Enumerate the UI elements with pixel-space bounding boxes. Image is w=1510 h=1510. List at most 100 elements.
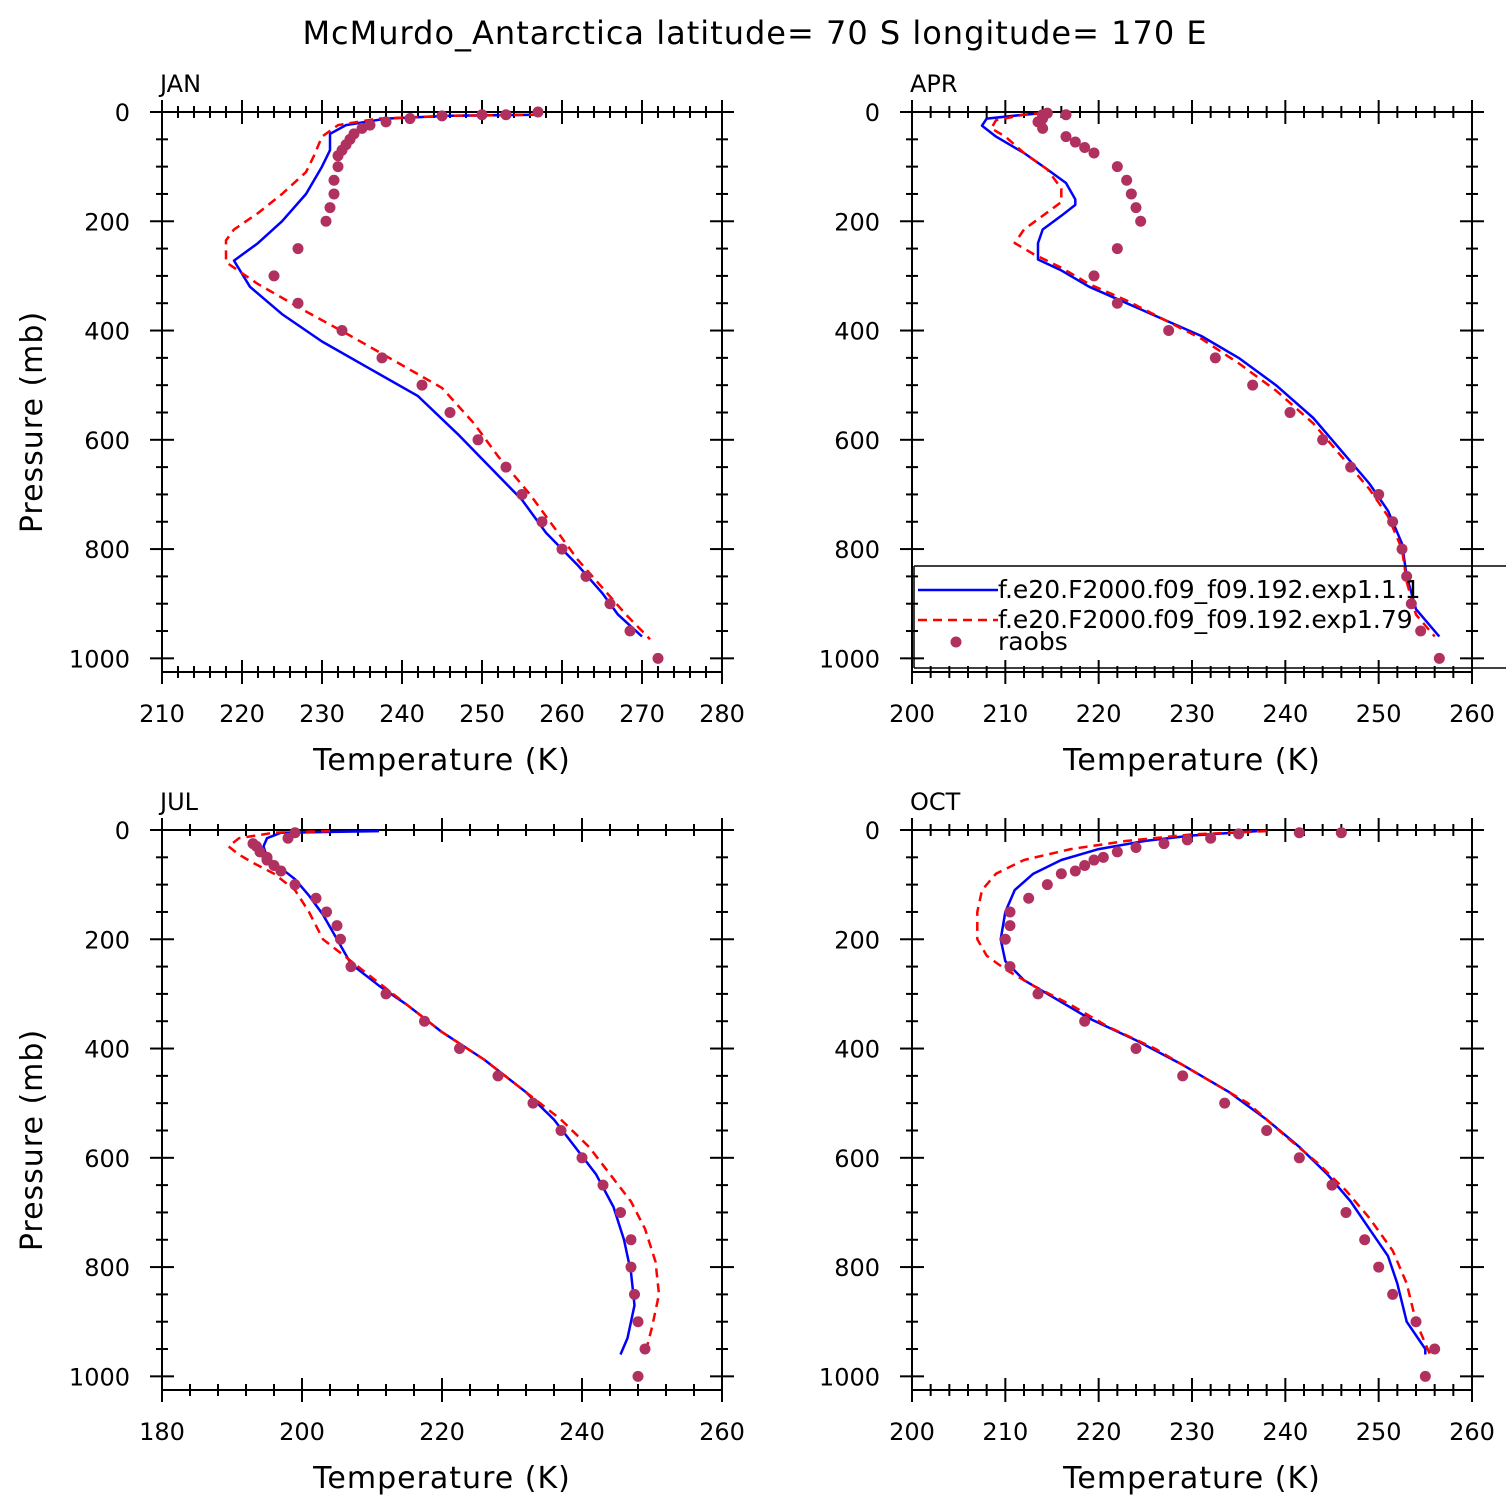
y-tick-label: 800 xyxy=(84,1254,130,1282)
panel-title: JUL xyxy=(158,788,199,816)
y-tick-label: 200 xyxy=(84,926,130,954)
x-tick-label: 260 xyxy=(1449,700,1495,728)
y-tick-label: 1000 xyxy=(69,645,130,673)
raobs-point xyxy=(624,625,636,637)
x-tick-label: 230 xyxy=(1169,700,1215,728)
raobs-point xyxy=(1079,1015,1091,1027)
raobs-point xyxy=(1055,868,1067,880)
raobs-point xyxy=(652,652,664,664)
model1-line xyxy=(232,113,643,638)
raobs-point xyxy=(632,1316,644,1328)
raobs-point xyxy=(282,832,294,844)
y-axis-title: Pressure (mb) xyxy=(15,311,50,533)
x-tick-label: 220 xyxy=(1076,1418,1122,1446)
raobs-point xyxy=(419,1015,430,1027)
y-tick-label: 200 xyxy=(84,208,130,236)
raobs-point xyxy=(1111,297,1123,309)
raobs-point xyxy=(1340,1206,1352,1218)
panel-title: JAN xyxy=(158,70,201,98)
y-tick-label: 800 xyxy=(834,536,880,564)
x-axis-title: Temperature (K) xyxy=(1062,1461,1321,1496)
raobs-point xyxy=(1433,652,1445,664)
x-tick-label: 250 xyxy=(1356,700,1402,728)
raobs-point xyxy=(328,174,340,186)
raobs-point xyxy=(1111,161,1123,173)
raobs-point xyxy=(1111,243,1123,255)
x-tick-label: 200 xyxy=(889,700,935,728)
y-tick-label: 600 xyxy=(84,427,130,455)
raobs-point xyxy=(576,1152,588,1164)
raobs-point xyxy=(1326,1179,1338,1191)
panel-apr: 200 210 220 230 240 250 260 0 200 400 600 800 1000 AP… xyxy=(819,70,1495,778)
y-axis-title: Pressure (mb) xyxy=(15,1029,50,1251)
x-tick-label: 240 xyxy=(1262,700,1308,728)
raobs-point xyxy=(625,1234,637,1246)
raobs-point xyxy=(1359,1234,1371,1246)
x-tick-label: 260 xyxy=(699,1418,745,1446)
x-tick-label: 210 xyxy=(982,700,1028,728)
raobs-point xyxy=(1181,834,1193,846)
raobs-point xyxy=(580,570,592,582)
raobs-point xyxy=(1004,961,1016,973)
y-tick-label: 1000 xyxy=(819,1363,880,1391)
panel-title: APR xyxy=(910,70,958,98)
raobs-point xyxy=(356,122,368,134)
raobs-point xyxy=(556,543,568,555)
raobs-point xyxy=(335,933,346,945)
raobs-point xyxy=(1261,1124,1273,1136)
legend-label: f.e20.F2000.f09_f09.192.exp1.1.1 xyxy=(998,575,1421,604)
legend-swatch-raobs xyxy=(950,636,962,648)
x-axis-title: Temperature (K) xyxy=(1062,743,1321,778)
x-tick-label: 240 xyxy=(559,1418,605,1446)
x-tick-label: 260 xyxy=(539,700,585,728)
x-tick-label: 220 xyxy=(419,1418,465,1446)
x-tick-label: 220 xyxy=(219,700,265,728)
raobs-point xyxy=(1405,598,1417,610)
raobs-point xyxy=(1023,892,1035,904)
legend-label: f.e20.F2000.f09_f09.192.exp1.79 xyxy=(998,605,1413,634)
x-tick-label: 260 xyxy=(1449,1418,1495,1446)
raobs-point xyxy=(404,113,416,125)
raobs-point xyxy=(1410,1316,1422,1328)
y-tick-label: 1000 xyxy=(819,645,880,673)
raobs-point xyxy=(1247,379,1259,391)
raobs-point xyxy=(532,106,544,118)
raobs-point xyxy=(376,352,388,364)
model2-line xyxy=(224,113,651,641)
x-tick-label: 240 xyxy=(1262,1418,1308,1446)
y-tick-label: 600 xyxy=(834,427,880,455)
raobs-point xyxy=(454,1043,465,1055)
y-tick-label: 0 xyxy=(865,817,880,845)
raobs-point xyxy=(444,406,456,418)
x-tick-label: 200 xyxy=(279,1418,325,1446)
raobs-point xyxy=(1069,136,1081,148)
legend: f.e20.F2000.f09_f09.192.exp1.1.1f.e20.F2… xyxy=(913,565,1506,669)
y-tick-label: 400 xyxy=(834,1036,880,1064)
raobs-point xyxy=(292,297,304,309)
raobs-point xyxy=(1041,879,1053,891)
raobs-point xyxy=(615,1206,626,1218)
raobs-point xyxy=(1037,122,1049,134)
raobs-point xyxy=(625,1261,637,1273)
y-tick-label: 200 xyxy=(834,926,880,954)
x-tick-label: 210 xyxy=(982,1418,1028,1446)
y-tick-label: 400 xyxy=(84,1036,130,1064)
raobs-point xyxy=(1032,988,1044,1000)
raobs-point xyxy=(416,379,428,391)
raobs-point xyxy=(1125,188,1137,200)
raobs-point xyxy=(1060,131,1072,143)
panel-oct: 200 210 220 230 240 250 260 0 200 400 600 800 1000 OC… xyxy=(819,788,1495,1496)
raobs-point xyxy=(1317,434,1329,446)
raobs-point xyxy=(380,116,392,128)
y-tick-label: 200 xyxy=(834,208,880,236)
model2-line xyxy=(227,829,661,1355)
raobs-point xyxy=(1111,846,1123,858)
x-tick-label: 180 xyxy=(139,1418,185,1446)
x-axis-title: Temperature (K) xyxy=(312,1461,571,1496)
raobs-point xyxy=(1419,1370,1431,1382)
raobs-point xyxy=(436,110,448,122)
raobs-point xyxy=(320,215,332,227)
raobs-point xyxy=(1415,625,1427,637)
raobs-point xyxy=(527,1097,539,1109)
